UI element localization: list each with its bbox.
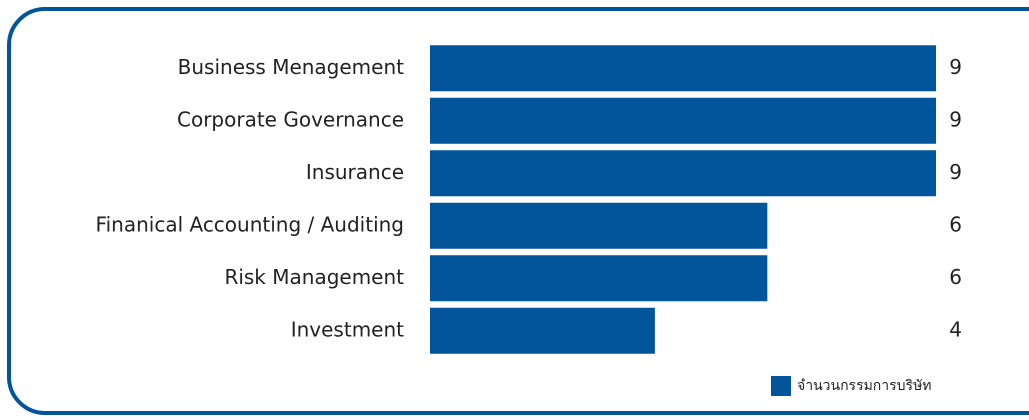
value-label: 9	[949, 55, 962, 79]
bar	[430, 307, 655, 354]
y-tick-label: Corporate Governance	[177, 107, 404, 131]
bar	[430, 97, 936, 144]
value-label: 9	[949, 107, 962, 131]
value-label: 6	[949, 212, 962, 236]
bar	[430, 202, 768, 249]
legend-swatch	[771, 376, 791, 396]
value-label: 6	[949, 265, 962, 289]
value-label: 4	[949, 317, 962, 341]
y-tick-label: Business Menagement	[178, 55, 405, 79]
y-tick-label: Investment	[291, 317, 404, 341]
bar	[430, 45, 936, 92]
legend-label: จำนวนกรรมการบริษัท	[797, 378, 932, 394]
y-tick-label: Finanical Accounting / Auditing	[96, 212, 404, 236]
y-tick-label: Insurance	[306, 160, 404, 184]
y-tick-label: Risk Management	[224, 265, 404, 289]
frame	[7, 7, 1029, 415]
value-label: 9	[949, 160, 962, 184]
bar	[430, 150, 936, 197]
bar	[430, 255, 768, 302]
